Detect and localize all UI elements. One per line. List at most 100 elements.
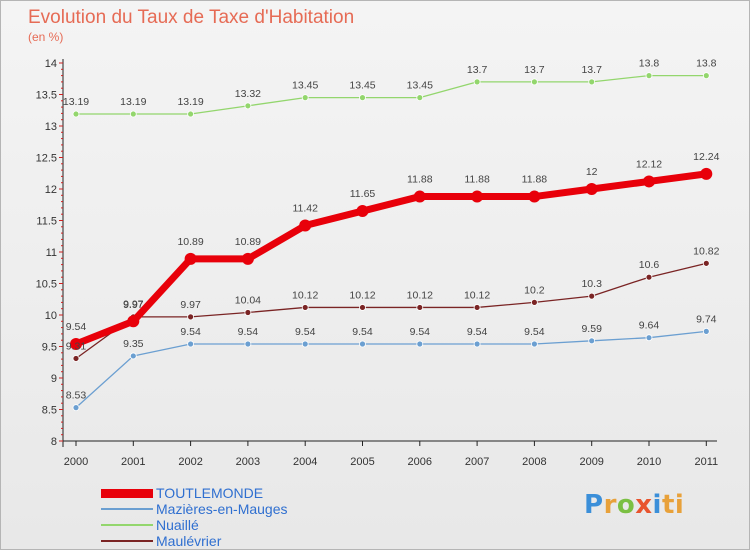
data-label: 10.82	[693, 245, 719, 257]
data-label: 9.54	[295, 326, 316, 338]
data-label: 13.19	[177, 96, 203, 108]
data-label: 9.54	[467, 326, 488, 338]
data-label: 10.2	[524, 284, 545, 296]
data-label: 13.45	[292, 80, 318, 92]
data-label: 11.42	[292, 203, 318, 215]
data-point	[700, 167, 713, 180]
legend-swatch-maulevrier	[101, 540, 153, 542]
x-tick-label: 2008	[522, 456, 546, 468]
data-point	[416, 340, 424, 348]
series-line	[72, 170, 710, 348]
data-label: 13.7	[524, 64, 545, 76]
data-label: 13.32	[235, 88, 261, 100]
x-tick-label: 2011	[694, 456, 718, 468]
data-point	[356, 205, 369, 218]
x-tick-label: 2004	[293, 456, 317, 468]
data-point	[588, 337, 596, 345]
data-point	[301, 340, 309, 348]
legend-item-mazieres-en-mauges[interactable]: Mazières-en-Mauges	[101, 501, 421, 517]
data-label: 9.54	[352, 326, 373, 338]
y-tick-label: 13.5	[36, 90, 57, 102]
data-label: 13.19	[63, 96, 89, 108]
x-tick-label: 2005	[350, 456, 374, 468]
series-line	[75, 330, 707, 409]
x-tick-label: 2003	[236, 456, 260, 468]
data-label: 9.97	[123, 299, 144, 311]
data-label: 12	[586, 166, 598, 178]
x-tick-label: 2002	[178, 456, 202, 468]
data-point	[129, 110, 137, 118]
data-point	[645, 273, 653, 281]
data-point	[72, 355, 80, 362]
data-label: 11.88	[407, 174, 433, 186]
series-line	[75, 74, 707, 115]
data-label: 9.74	[696, 313, 717, 325]
data-label: 10.12	[292, 289, 318, 301]
data-label: 8.53	[66, 390, 87, 402]
y-tick-label: 10.5	[36, 279, 57, 291]
y-tick-label: 9	[51, 373, 57, 385]
data-label: 10.12	[464, 289, 490, 301]
legend-item-nuaille[interactable]: Nuaillé	[101, 517, 421, 533]
data-label: 10.89	[177, 236, 203, 248]
data-label: 9.35	[123, 338, 144, 350]
data-label: 10.3	[581, 278, 602, 290]
data-point	[301, 94, 309, 102]
data-label: 12.24	[693, 151, 719, 163]
data-label: 9.54	[180, 326, 201, 338]
data-point	[129, 352, 137, 360]
logo-char: o	[616, 490, 636, 520]
data-point	[359, 340, 366, 348]
data-point	[413, 190, 426, 203]
data-label: 11.88	[464, 174, 490, 186]
x-tick-label: 2010	[637, 456, 661, 468]
y-tick-label: 12.5	[36, 153, 57, 165]
data-point	[473, 340, 481, 348]
data-point	[187, 313, 195, 321]
y-tick-label: 8	[51, 436, 57, 448]
legend-swatch-toutlemonde	[101, 489, 153, 498]
data-label-layer: 13.19 13.19 13.19 13.32 13.45 13.45 13.45 13.7 1…	[63, 58, 720, 402]
data-label: 9.31	[66, 340, 87, 352]
data-point	[187, 110, 195, 118]
data-point	[471, 190, 484, 203]
legend-item-maulevrier[interactable]: Maulévrier	[101, 533, 421, 549]
chart-axes: 8 8.5 9 9.5 10 10.5 11 11.5 12 12.5 13 13.5 14 2000 20…	[36, 58, 719, 468]
series-line	[75, 262, 707, 360]
data-label: 13.7	[467, 64, 488, 76]
data-label: 10.12	[349, 289, 375, 301]
data-label: 13.7	[581, 64, 602, 76]
legend-item-toutlemonde[interactable]: TOUTLEMONDE	[101, 485, 421, 501]
data-label: 9.59	[581, 323, 602, 335]
data-point	[645, 334, 653, 342]
proxiti-logo: Proxiti	[584, 490, 684, 520]
chart-subtitle: (en %)	[28, 30, 64, 44]
data-label: 9.97	[180, 299, 201, 311]
logo-char: ti	[661, 490, 685, 520]
data-point	[702, 259, 710, 267]
data-label: 11.88	[522, 174, 548, 186]
data-point	[702, 327, 710, 335]
logo-char: i	[652, 490, 662, 520]
x-tick-label: 2009	[579, 456, 603, 468]
x-tick-label: 2007	[465, 456, 489, 468]
data-point	[528, 190, 541, 203]
data-label: 9.97	[123, 298, 144, 310]
y-tick-label: 12	[45, 184, 57, 196]
data-point	[72, 404, 80, 412]
data-label: 9.54	[410, 326, 431, 338]
data-point	[301, 304, 309, 311]
series-layer	[70, 72, 713, 412]
data-point	[359, 304, 366, 311]
logo-char: x	[635, 490, 653, 520]
data-point	[473, 78, 481, 86]
x-tick-label: 2000	[64, 456, 88, 468]
y-tick-label: 11	[46, 247, 57, 259]
y-tick-label: 14	[45, 58, 57, 70]
data-point	[531, 78, 538, 86]
data-point	[244, 309, 252, 316]
data-label: 13.19	[120, 96, 146, 108]
x-tick-label: 2006	[408, 456, 432, 468]
legend-label: Mazières-en-Mauges	[156, 501, 288, 517]
data-label: 13.45	[407, 80, 433, 92]
